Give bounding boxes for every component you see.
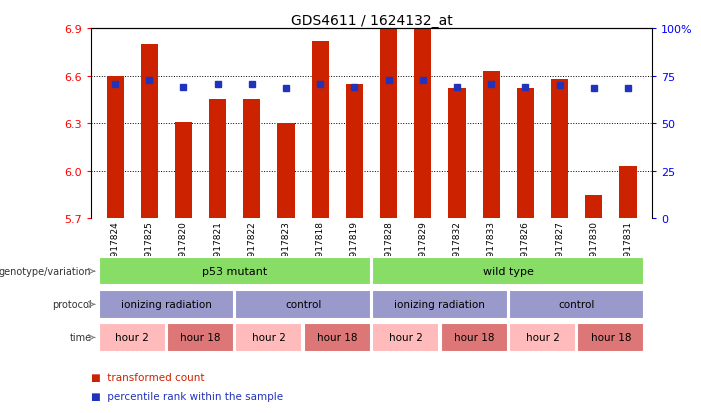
Bar [517, 89, 534, 219]
Bar [304, 323, 371, 352]
Text: hour 2: hour 2 [389, 332, 423, 343]
Text: hour 2: hour 2 [115, 332, 149, 343]
Bar [99, 323, 165, 352]
Text: hour 2: hour 2 [526, 332, 559, 343]
Bar [441, 323, 508, 352]
Bar [209, 100, 226, 219]
Text: control: control [559, 299, 595, 310]
Bar [372, 257, 644, 286]
Bar [578, 323, 644, 352]
Bar [372, 323, 440, 352]
Text: hour 18: hour 18 [180, 332, 221, 343]
Bar [372, 290, 508, 319]
Bar [236, 290, 371, 319]
Text: hour 18: hour 18 [591, 332, 631, 343]
Bar [551, 80, 568, 219]
Text: control: control [285, 299, 321, 310]
Bar [346, 84, 363, 219]
Bar [99, 290, 234, 319]
Text: time: time [69, 332, 91, 343]
Text: wild type: wild type [483, 266, 533, 277]
Bar [312, 42, 329, 219]
Bar [107, 76, 123, 219]
Text: ■  percentile rank within the sample: ■ percentile rank within the sample [91, 391, 283, 401]
Bar [236, 323, 302, 352]
Text: p53 mutant: p53 mutant [202, 266, 267, 277]
Bar [175, 122, 192, 219]
Bar [414, 29, 431, 219]
Text: hour 2: hour 2 [252, 332, 286, 343]
Text: genotype/variation: genotype/variation [0, 266, 91, 277]
Bar [99, 257, 371, 286]
Bar [141, 45, 158, 219]
Bar [585, 195, 602, 219]
Bar [278, 124, 294, 219]
Text: hour 18: hour 18 [317, 332, 358, 343]
Bar [620, 167, 637, 219]
Text: ionizing radiation: ionizing radiation [395, 299, 485, 310]
Title: GDS4611 / 1624132_at: GDS4611 / 1624132_at [291, 14, 452, 28]
Bar [243, 100, 260, 219]
Text: hour 18: hour 18 [454, 332, 494, 343]
Text: ionizing radiation: ionizing radiation [121, 299, 212, 310]
Bar [509, 323, 576, 352]
Bar [483, 72, 500, 219]
Text: protocol: protocol [52, 299, 91, 310]
Bar [509, 290, 644, 319]
Bar [449, 89, 465, 219]
Bar [380, 29, 397, 219]
Text: ■  transformed count: ■ transformed count [91, 372, 205, 382]
Bar [167, 323, 234, 352]
